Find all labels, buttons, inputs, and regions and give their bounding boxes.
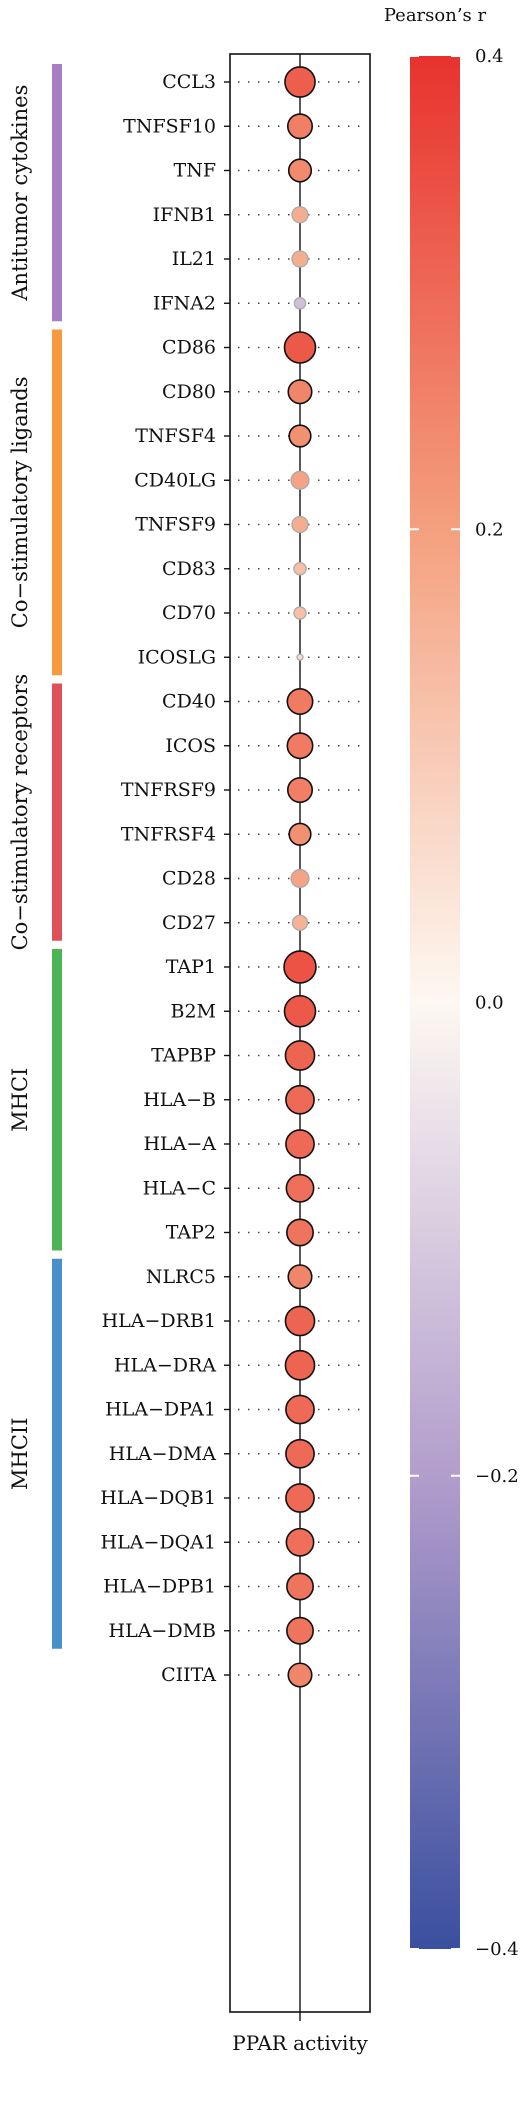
gene-label: IFNB1 [153,204,216,226]
gene-dot [285,1483,315,1513]
gene-label: HLA−A [143,1133,216,1155]
colorbar-tick-label: 0.4 [475,46,504,67]
group-label: Co−stimulatory receptors [8,674,32,951]
gene-label: CD83 [162,558,216,580]
group-label: MHCII [8,1418,32,1490]
gene-dot [293,561,307,576]
gene-dot [286,732,314,760]
gene-label: HLA−DMB [109,1620,216,1642]
group-bar [52,949,62,1251]
gene-label: CD86 [162,337,216,359]
gene-label: TNFRSF4 [121,823,216,845]
colorbar-tick-label: −0.4 [475,1939,519,1960]
gene-label: ICOSLG [138,646,216,668]
gene-label: HLA−DPB1 [103,1576,216,1598]
colorbar-tick-label: 0.0 [475,993,504,1014]
colorbar-tick-label: −0.2 [475,1466,519,1487]
gene-dot [290,470,310,490]
gene-label: TNFSF10 [123,115,216,137]
gene-dot [286,1616,314,1645]
gene-dot [293,606,307,620]
gene-dot [283,331,317,364]
gene-label: CD28 [162,868,216,890]
gene-label: HLA−DMA [109,1443,217,1465]
gene-dot [285,1084,315,1115]
gene-dot [288,822,312,846]
gene-dot [283,994,317,1028]
gene-label: ICOS [165,735,216,757]
group-bar [52,64,62,322]
gene-dot [285,1394,315,1425]
gene-label: HLA−DPA1 [105,1399,216,1421]
x-axis-label: PPAR activity [232,2031,368,2055]
gene-dot [291,250,309,268]
gene-label: HLA−DRA [114,1354,216,1376]
gene-label: NLRC5 [146,1266,216,1288]
group-annotations: Antitumor cytokines Co−stimulatory ligand… [8,64,62,1649]
gene-dot [286,113,314,140]
group-label: MHCI [8,1068,32,1132]
colorbar: Pearson’s r 0.4 0.2 0.0 −0.2 −0.4 [384,5,519,1960]
colorbar-title: Pearson’s r [384,5,487,26]
gene-label: HLA−B [143,1089,216,1111]
plot-area: CCL3 TNFSF10 TNF IFNB1 IL21 IFNA2 CD86 CD80 TNFS… [100,53,371,2055]
gene-label: TAPBP [151,1045,216,1067]
gene-dot [291,914,309,931]
gene-dot [286,1218,314,1247]
gene-label: TAP1 [166,956,216,978]
gene-label: CD27 [162,912,216,934]
gene-dot [287,1264,313,1290]
gene-dot [288,424,312,448]
gene-dot [287,1662,313,1688]
gene-label: TNFSF9 [135,514,216,536]
gene-label: CD80 [162,381,216,403]
gene-label: IL21 [172,248,216,270]
gene-dot [284,1040,316,1071]
gene-dot [291,206,309,224]
group-label: Co−stimulatory ligands [8,377,32,629]
gene-dot [286,776,314,804]
group-label: Antitumor cytokines [8,85,32,302]
gene-dot [286,688,314,715]
gene-label: CIITA [161,1664,216,1686]
gene-label: HLA−DQB1 [100,1487,216,1509]
gene-label: CD70 [162,602,216,624]
group-bar [52,329,62,676]
group-bar [52,683,62,941]
gene-label: HLA−DRB1 [102,1310,216,1332]
gene-dot [291,515,309,534]
gene-dot [287,379,313,405]
gene-label: TNFSF4 [135,425,216,447]
gene-dot [293,296,307,310]
gene-dot [285,1527,315,1557]
gene-label: TAP2 [166,1222,216,1244]
gene-label: B2M [170,1000,216,1022]
gene-label: TNFRSF9 [121,779,216,801]
gene-dot [284,1305,316,1337]
colorbar-tick-label: 0.2 [475,519,504,540]
gene-label: IFNA2 [153,292,216,314]
gene-dot [284,1349,316,1381]
gene-dot [287,158,313,183]
group-bar [52,1258,62,1649]
gene-label: CCL3 [162,71,216,93]
gene-label: CD40 [162,691,216,713]
gene-label: HLA−C [143,1177,216,1199]
gene-dot [285,1129,315,1159]
gene-dot [286,1572,314,1601]
gene-dot [283,950,317,984]
colorbar-gradient [410,56,460,1949]
gene-label: TNF [174,160,216,182]
gene-dot [284,66,316,98]
gene-dot [290,868,310,889]
gene-dot [296,653,304,661]
gene-label: HLA−DQA1 [101,1531,216,1553]
gene-dot [285,1173,315,1203]
gene-label: CD40LG [134,469,216,491]
gene-dot [285,1438,315,1469]
